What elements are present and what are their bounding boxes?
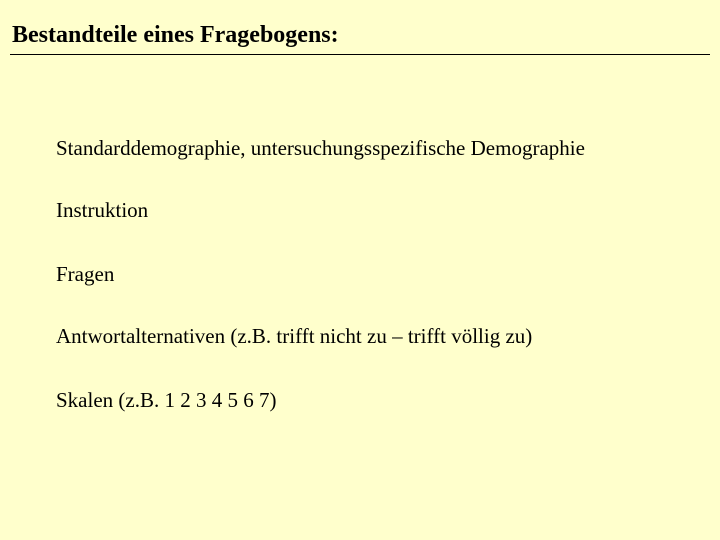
title-underline: [10, 54, 710, 55]
list-item: Standarddemographie, untersuchungsspezif…: [56, 136, 585, 161]
list-item: Instruktion: [56, 198, 148, 223]
slide-title: Bestandteile eines Fragebogens:: [12, 22, 339, 49]
list-item: Antwortalternativen (z.B. trifft nicht z…: [56, 324, 532, 349]
list-item: Skalen (z.B. 1 2 3 4 5 6 7): [56, 388, 276, 413]
slide: Bestandteile eines Fragebogens: Standard…: [0, 0, 720, 540]
list-item: Fragen: [56, 262, 114, 287]
